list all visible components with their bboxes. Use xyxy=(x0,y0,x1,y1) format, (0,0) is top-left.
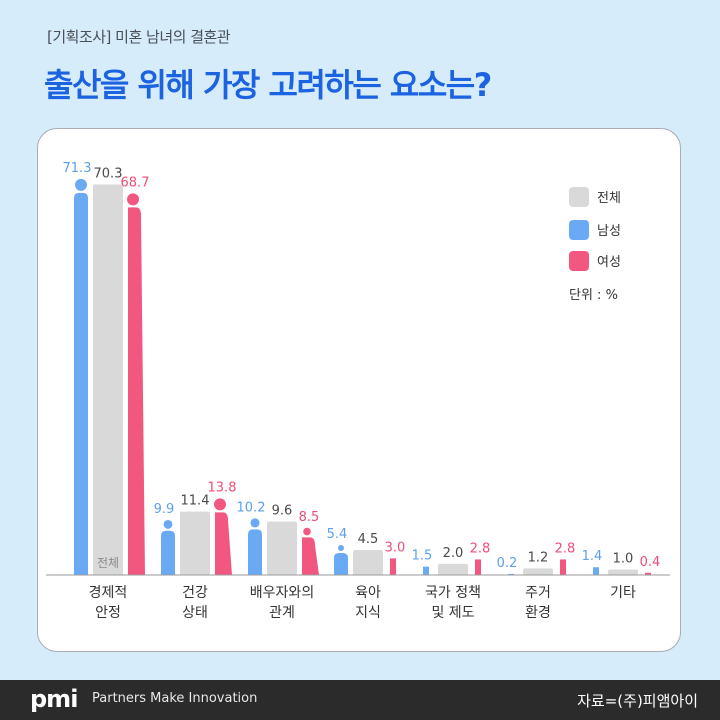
category-label: 관계 xyxy=(269,605,295,621)
value-label-female: 0.4 xyxy=(640,555,661,570)
value-label-female: 68.7 xyxy=(121,175,150,190)
male-figure-body xyxy=(334,553,348,575)
male-figure-head xyxy=(75,178,87,191)
total-bar-inner-label: 전체 xyxy=(97,556,119,570)
value-label-male: 1.4 xyxy=(582,549,603,564)
male-figure-body xyxy=(74,192,88,575)
category-label: 및 제도 xyxy=(431,605,474,621)
bar-male xyxy=(508,573,514,575)
male-figure-body xyxy=(248,529,262,575)
value-label-female: 13.8 xyxy=(208,480,237,495)
value-label-male: 9.9 xyxy=(154,502,175,517)
category-label: 경제적 xyxy=(89,585,128,601)
male-figure-body xyxy=(161,530,175,575)
male-figure-head xyxy=(338,545,344,551)
unit-label: 단위 : % xyxy=(569,288,618,303)
female-figure-body xyxy=(128,207,145,575)
bar-total xyxy=(267,521,297,575)
bar-total xyxy=(438,563,468,575)
value-label-male: 71.3 xyxy=(63,161,92,176)
category-label: 환경 xyxy=(525,605,551,621)
bar-male xyxy=(593,567,599,575)
bar-total xyxy=(523,568,553,575)
legend-label: 전체 xyxy=(597,191,621,206)
category-label: 안정 xyxy=(95,605,121,621)
footer-tagline: Partners Make Innovation xyxy=(92,691,258,706)
male-figure-head xyxy=(163,520,173,529)
value-label-male: 0.2 xyxy=(497,556,518,571)
category-label: 육아 xyxy=(355,585,381,601)
value-label-male: 10.2 xyxy=(237,500,266,515)
value-label-total: 11.4 xyxy=(181,494,210,509)
value-label-female: 2.8 xyxy=(470,541,491,556)
legend-swatch xyxy=(569,220,589,240)
legend-label: 남성 xyxy=(597,224,621,239)
female-figure-head xyxy=(303,527,311,536)
category-label: 상태 xyxy=(182,605,208,621)
female-figure-head xyxy=(214,498,226,511)
bar-female xyxy=(390,558,396,575)
value-label-total: 9.6 xyxy=(272,504,293,519)
page-subtitle: [기획조사] 미혼 남녀의 결혼관 xyxy=(47,28,231,46)
value-label-male: 5.4 xyxy=(327,527,348,542)
legend-label: 여성 xyxy=(597,255,621,270)
legend-swatch xyxy=(569,187,589,207)
bar-female xyxy=(645,572,651,575)
category-label: 건강 xyxy=(182,585,208,601)
bar-female xyxy=(560,559,566,575)
value-label-male: 1.5 xyxy=(412,549,433,564)
page-title: 출산을 위해 가장 고려하는 요소는? xyxy=(44,66,492,104)
female-figure-head xyxy=(127,193,139,206)
value-label-total: 1.2 xyxy=(528,550,549,565)
value-label-total: 1.0 xyxy=(613,551,634,566)
bar-total xyxy=(180,511,210,575)
category-label: 주거 xyxy=(525,585,551,601)
bar-male xyxy=(423,566,429,575)
value-label-female: 3.0 xyxy=(385,540,406,555)
value-label-female: 8.5 xyxy=(299,510,320,525)
male-figure-head xyxy=(250,518,260,528)
footer-bar: pmi Partners Make Innovation 자료=(주)피앰아이 xyxy=(0,680,720,720)
bar-female xyxy=(475,559,481,575)
value-label-total: 2.0 xyxy=(443,546,464,561)
bar-total xyxy=(608,569,638,575)
bar-total xyxy=(353,550,383,575)
source-credit: 자료=(주)피앰아이 xyxy=(577,692,698,710)
category-label: 배우자와의 xyxy=(250,585,314,601)
pmi-logo: pmi xyxy=(30,685,78,713)
legend-swatch xyxy=(569,251,589,271)
bar-total xyxy=(93,184,123,575)
value-label-female: 2.8 xyxy=(555,541,576,556)
value-label-total: 4.5 xyxy=(358,532,379,547)
female-figure-body xyxy=(302,537,319,575)
category-label: 기타 xyxy=(610,585,636,601)
category-label: 지식 xyxy=(355,605,381,621)
female-figure-body xyxy=(215,512,232,575)
value-label-total: 70.3 xyxy=(94,166,123,181)
category-label: 국가 정책 xyxy=(425,585,481,601)
